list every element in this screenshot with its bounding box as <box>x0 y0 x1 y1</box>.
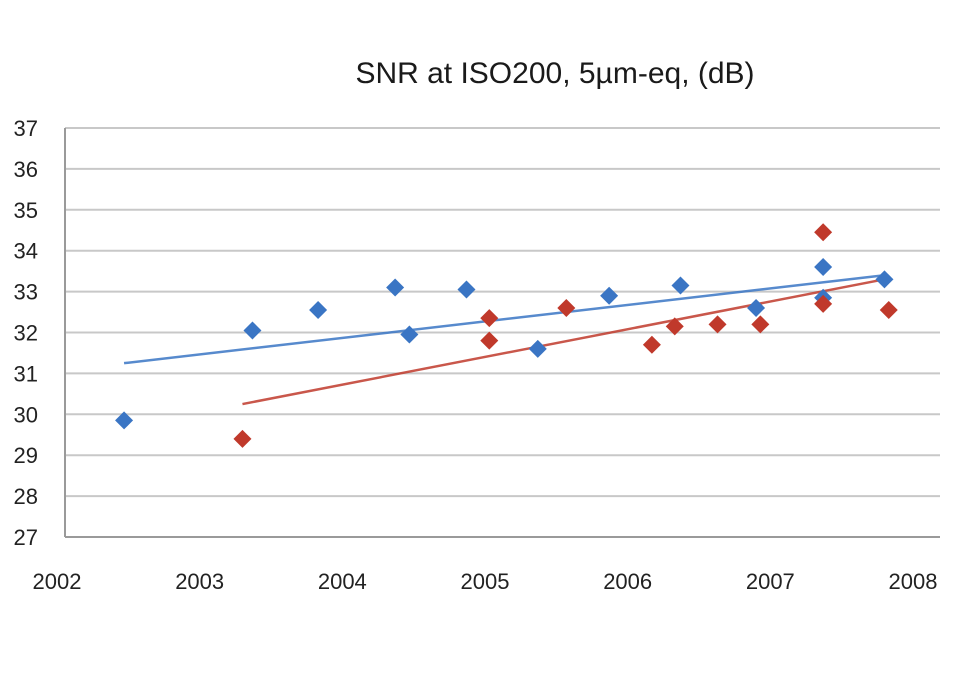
axes: 27 28 29 30 31 32 33 34 35 36 37 2002 2003 2004 2005 20… <box>14 116 940 594</box>
data-point-series-1 <box>814 258 833 277</box>
data-point-series-1 <box>600 286 619 305</box>
trendline-series-2 <box>242 278 885 406</box>
data-point-series-2 <box>814 294 833 313</box>
chart-title: SNR at ISO200, 5µm-eq, (dB) <box>355 57 754 90</box>
y-tick-label: 27 <box>14 525 38 550</box>
data-point-series-2 <box>751 315 770 334</box>
y-tick-label: 31 <box>14 361 38 386</box>
gridlines <box>65 127 940 498</box>
x-tick-label: 2005 <box>461 569 510 594</box>
y-tick-label: 35 <box>14 198 38 223</box>
y-tick-label: 29 <box>14 443 38 468</box>
data-point-series-2 <box>480 309 499 328</box>
data-point-series-1 <box>457 280 476 299</box>
data-point-series-1 <box>400 325 419 344</box>
x-tick-label: 2007 <box>746 569 795 594</box>
x-tick-label: 2008 <box>889 569 938 594</box>
data-point-series-2 <box>233 429 252 448</box>
x-tick-label: 2003 <box>175 569 224 594</box>
data-point-series-2 <box>665 317 684 336</box>
y-tick-label: 30 <box>14 402 38 427</box>
data-point-series-1 <box>747 298 766 317</box>
y-tick-label: 34 <box>14 239 38 264</box>
x-tick-label: 2006 <box>603 569 652 594</box>
data-point-series-2 <box>814 223 833 242</box>
data-point-series-1 <box>309 301 328 320</box>
trendline-series-1 <box>123 273 885 365</box>
y-tick-label: 37 <box>14 116 38 141</box>
y-tick-label: 36 <box>14 157 38 182</box>
data-point-series-2 <box>642 335 661 354</box>
y-tick-label: 28 <box>14 484 38 509</box>
x-tick-label: 2002 <box>33 569 82 594</box>
data-point-series-2 <box>480 331 499 350</box>
data-points <box>115 223 898 448</box>
data-point-series-2 <box>879 301 898 320</box>
trendlines <box>123 273 885 406</box>
data-point-series-1 <box>386 278 405 297</box>
y-tick-label: 32 <box>14 321 38 346</box>
data-point-series-1 <box>115 411 134 430</box>
data-point-series-1 <box>528 339 547 358</box>
data-point-series-1 <box>671 276 690 295</box>
data-point-series-1 <box>875 270 894 289</box>
data-point-series-1 <box>243 321 262 340</box>
y-tick-label: 33 <box>14 280 38 305</box>
data-point-series-2 <box>557 298 576 317</box>
x-tick-label: 2004 <box>318 569 367 594</box>
data-point-series-2 <box>708 315 727 334</box>
